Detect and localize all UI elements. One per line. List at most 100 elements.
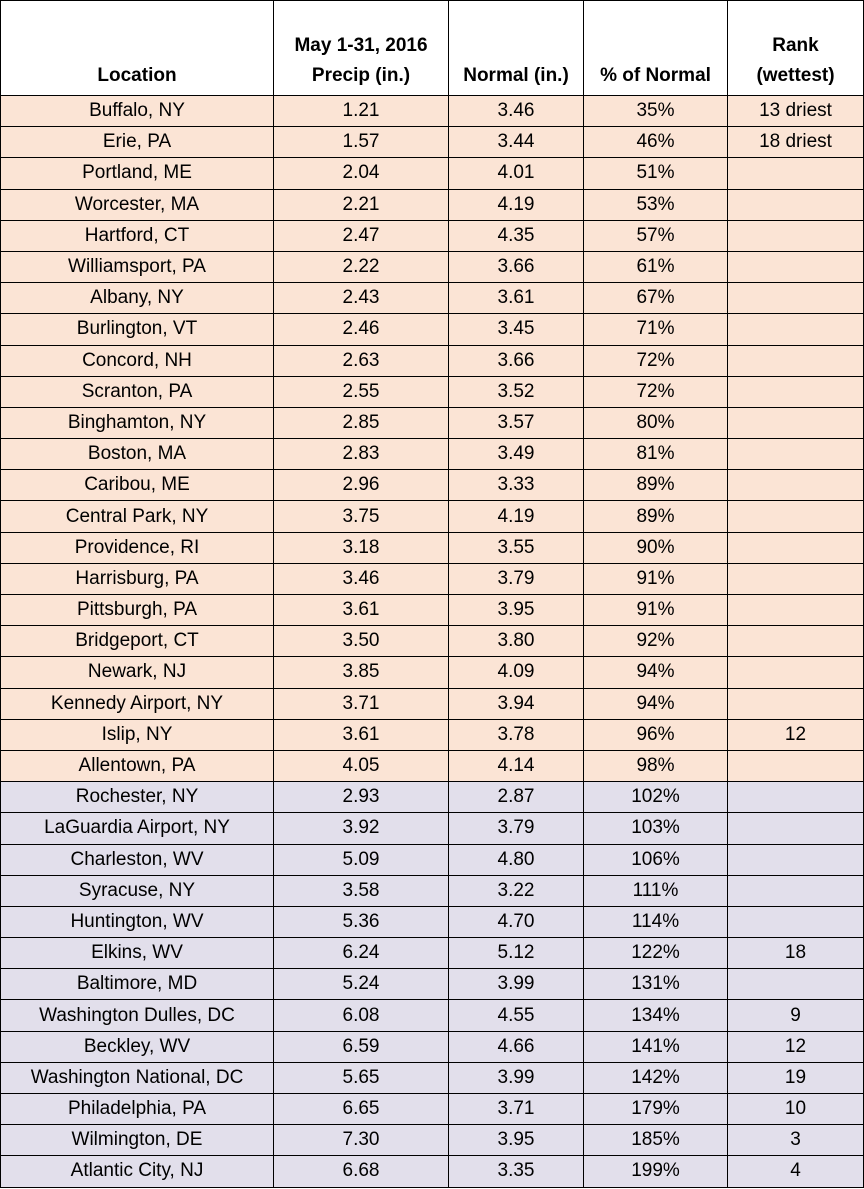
table-cell (727, 219, 864, 252)
table-cell: Kennedy Airport, NY (0, 687, 274, 720)
table-row: Scranton, PA 2.55 3.52 72% (0, 375, 864, 408)
table-cell: 3.92 (273, 812, 449, 845)
table-cell: 12 (727, 718, 864, 751)
table-cell: 3.66 (448, 344, 584, 377)
table-row: Pittsburgh, PA 3.61 3.95 91% (0, 593, 864, 627)
table-cell: Washington National, DC (0, 1061, 274, 1095)
table-cell: Baltimore, MD (0, 968, 274, 1001)
table-cell: 3.71 (448, 1092, 584, 1126)
table-row: Syracuse, NY 3.58 3.22 111% (0, 874, 864, 907)
table-cell: Beckley, WV (0, 1030, 274, 1063)
table-cell: 185% (583, 1124, 728, 1157)
table-cell: Scranton, PA (0, 375, 274, 408)
table-cell: 92% (583, 625, 728, 658)
table-cell: 5.65 (273, 1061, 449, 1095)
table-cell: 3.66 (448, 250, 584, 284)
table-cell: 72% (583, 344, 728, 377)
table-cell: 2.87 (448, 781, 584, 814)
table-cell: 4.19 (448, 500, 584, 533)
table-cell: 3.57 (448, 406, 584, 440)
table-cell: 3.79 (448, 812, 584, 845)
table-cell: 35% (583, 94, 728, 128)
table-row: Erie, PA 1.57 3.44 46% 18 driest (0, 126, 864, 159)
table-cell: 2.63 (273, 344, 449, 377)
table-cell: 94% (583, 687, 728, 720)
table-cell: 3.71 (273, 687, 449, 720)
table-row: Newark, NJ 3.85 4.09 94% (0, 656, 864, 689)
table-row: Williamsport, PA 2.22 3.66 61% (0, 250, 864, 284)
table-cell: 3.33 (448, 469, 584, 502)
table-row: Central Park, NY 3.75 4.19 89% (0, 500, 864, 533)
table-cell: 6.08 (273, 999, 449, 1032)
table-cell: 94% (583, 656, 728, 689)
table-row: Allentown, PA 4.05 4.14 98% (0, 749, 864, 783)
header-cell: Normal (in.) (448, 0, 584, 96)
table-cell: Philadelphia, PA (0, 1092, 274, 1126)
table-cell (727, 562, 864, 596)
table-cell: 90% (583, 531, 728, 564)
table-cell (727, 406, 864, 440)
table-cell: 3.94 (448, 687, 584, 720)
table-cell: 13 driest (727, 94, 864, 128)
table-cell: 2.04 (273, 157, 449, 190)
table-cell (727, 625, 864, 658)
table-cell: 67% (583, 282, 728, 315)
table-cell: 3.78 (448, 718, 584, 751)
table-row: Washington Dulles, DC 6.08 4.55 134% 9 (0, 999, 864, 1032)
table-cell: Huntington, WV (0, 905, 274, 939)
header-cell: Location (0, 0, 274, 96)
table-cell (727, 313, 864, 346)
table-row: Buffalo, NY 1.21 3.46 35% 13 driest (0, 94, 864, 128)
table-cell: Rochester, NY (0, 781, 274, 814)
table-cell: 98% (583, 749, 728, 783)
table-row: Atlantic City, NJ 6.68 3.35 199% 4 (0, 1155, 864, 1188)
table-cell: Boston, MA (0, 438, 274, 471)
table-cell: 2.83 (273, 438, 449, 471)
table-cell: Bridgeport, CT (0, 625, 274, 658)
table-cell (727, 282, 864, 315)
table-cell (727, 593, 864, 627)
table-cell: Allentown, PA (0, 749, 274, 783)
table-row: Bridgeport, CT 3.50 3.80 92% (0, 625, 864, 658)
header-cell: Rank (wettest) (727, 0, 864, 96)
table-cell (727, 905, 864, 939)
table-row: Washington National, DC 5.65 3.99 142% 19 (0, 1061, 864, 1095)
table-row: Burlington, VT 2.46 3.45 71% (0, 313, 864, 346)
table-cell: 72% (583, 375, 728, 408)
table-cell: Caribou, ME (0, 469, 274, 502)
table-cell: 2.47 (273, 219, 449, 252)
table-cell (727, 874, 864, 907)
header-cell: % of Normal (583, 0, 728, 96)
table-cell: 2.21 (273, 188, 449, 221)
table-row: Charleston, WV 5.09 4.80 106% (0, 843, 864, 876)
table-cell: 4.35 (448, 219, 584, 252)
table-cell: 3.85 (273, 656, 449, 689)
table-row: Elkins, WV 6.24 5.12 122% 18 (0, 937, 864, 970)
header-text: % of Normal (600, 65, 711, 86)
table-cell (727, 157, 864, 190)
table-cell: Hartford, CT (0, 219, 274, 252)
table-cell: 89% (583, 469, 728, 502)
table-cell: 3.50 (273, 625, 449, 658)
table-cell: 4 (727, 1155, 864, 1188)
table-cell: 91% (583, 593, 728, 627)
table-cell: 4.66 (448, 1030, 584, 1063)
table-cell: 3.79 (448, 562, 584, 596)
table-row: Rochester, NY 2.93 2.87 102% (0, 781, 864, 814)
table-cell: Harrisburg, PA (0, 562, 274, 596)
table-cell: 3.46 (448, 94, 584, 128)
table-row: LaGuardia Airport, NY 3.92 3.79 103% (0, 812, 864, 845)
header-text: Precip (in.) (311, 65, 411, 86)
table-cell: Albany, NY (0, 282, 274, 315)
table-cell: 3.99 (448, 1061, 584, 1095)
table-cell: 3.55 (448, 531, 584, 564)
table-cell: 5.09 (273, 843, 449, 876)
table-cell (727, 687, 864, 720)
table-row: Portland, ME 2.04 4.01 51% (0, 157, 864, 190)
table-cell: Syracuse, NY (0, 874, 274, 907)
table-row: Providence, RI 3.18 3.55 90% (0, 531, 864, 564)
table-cell: 131% (583, 968, 728, 1001)
header-cell: May 1-31, 2016 Precip (in.) (273, 0, 449, 96)
header-row: Location May 1-31, 2016 Precip (in.) Normal… (0, 0, 864, 96)
